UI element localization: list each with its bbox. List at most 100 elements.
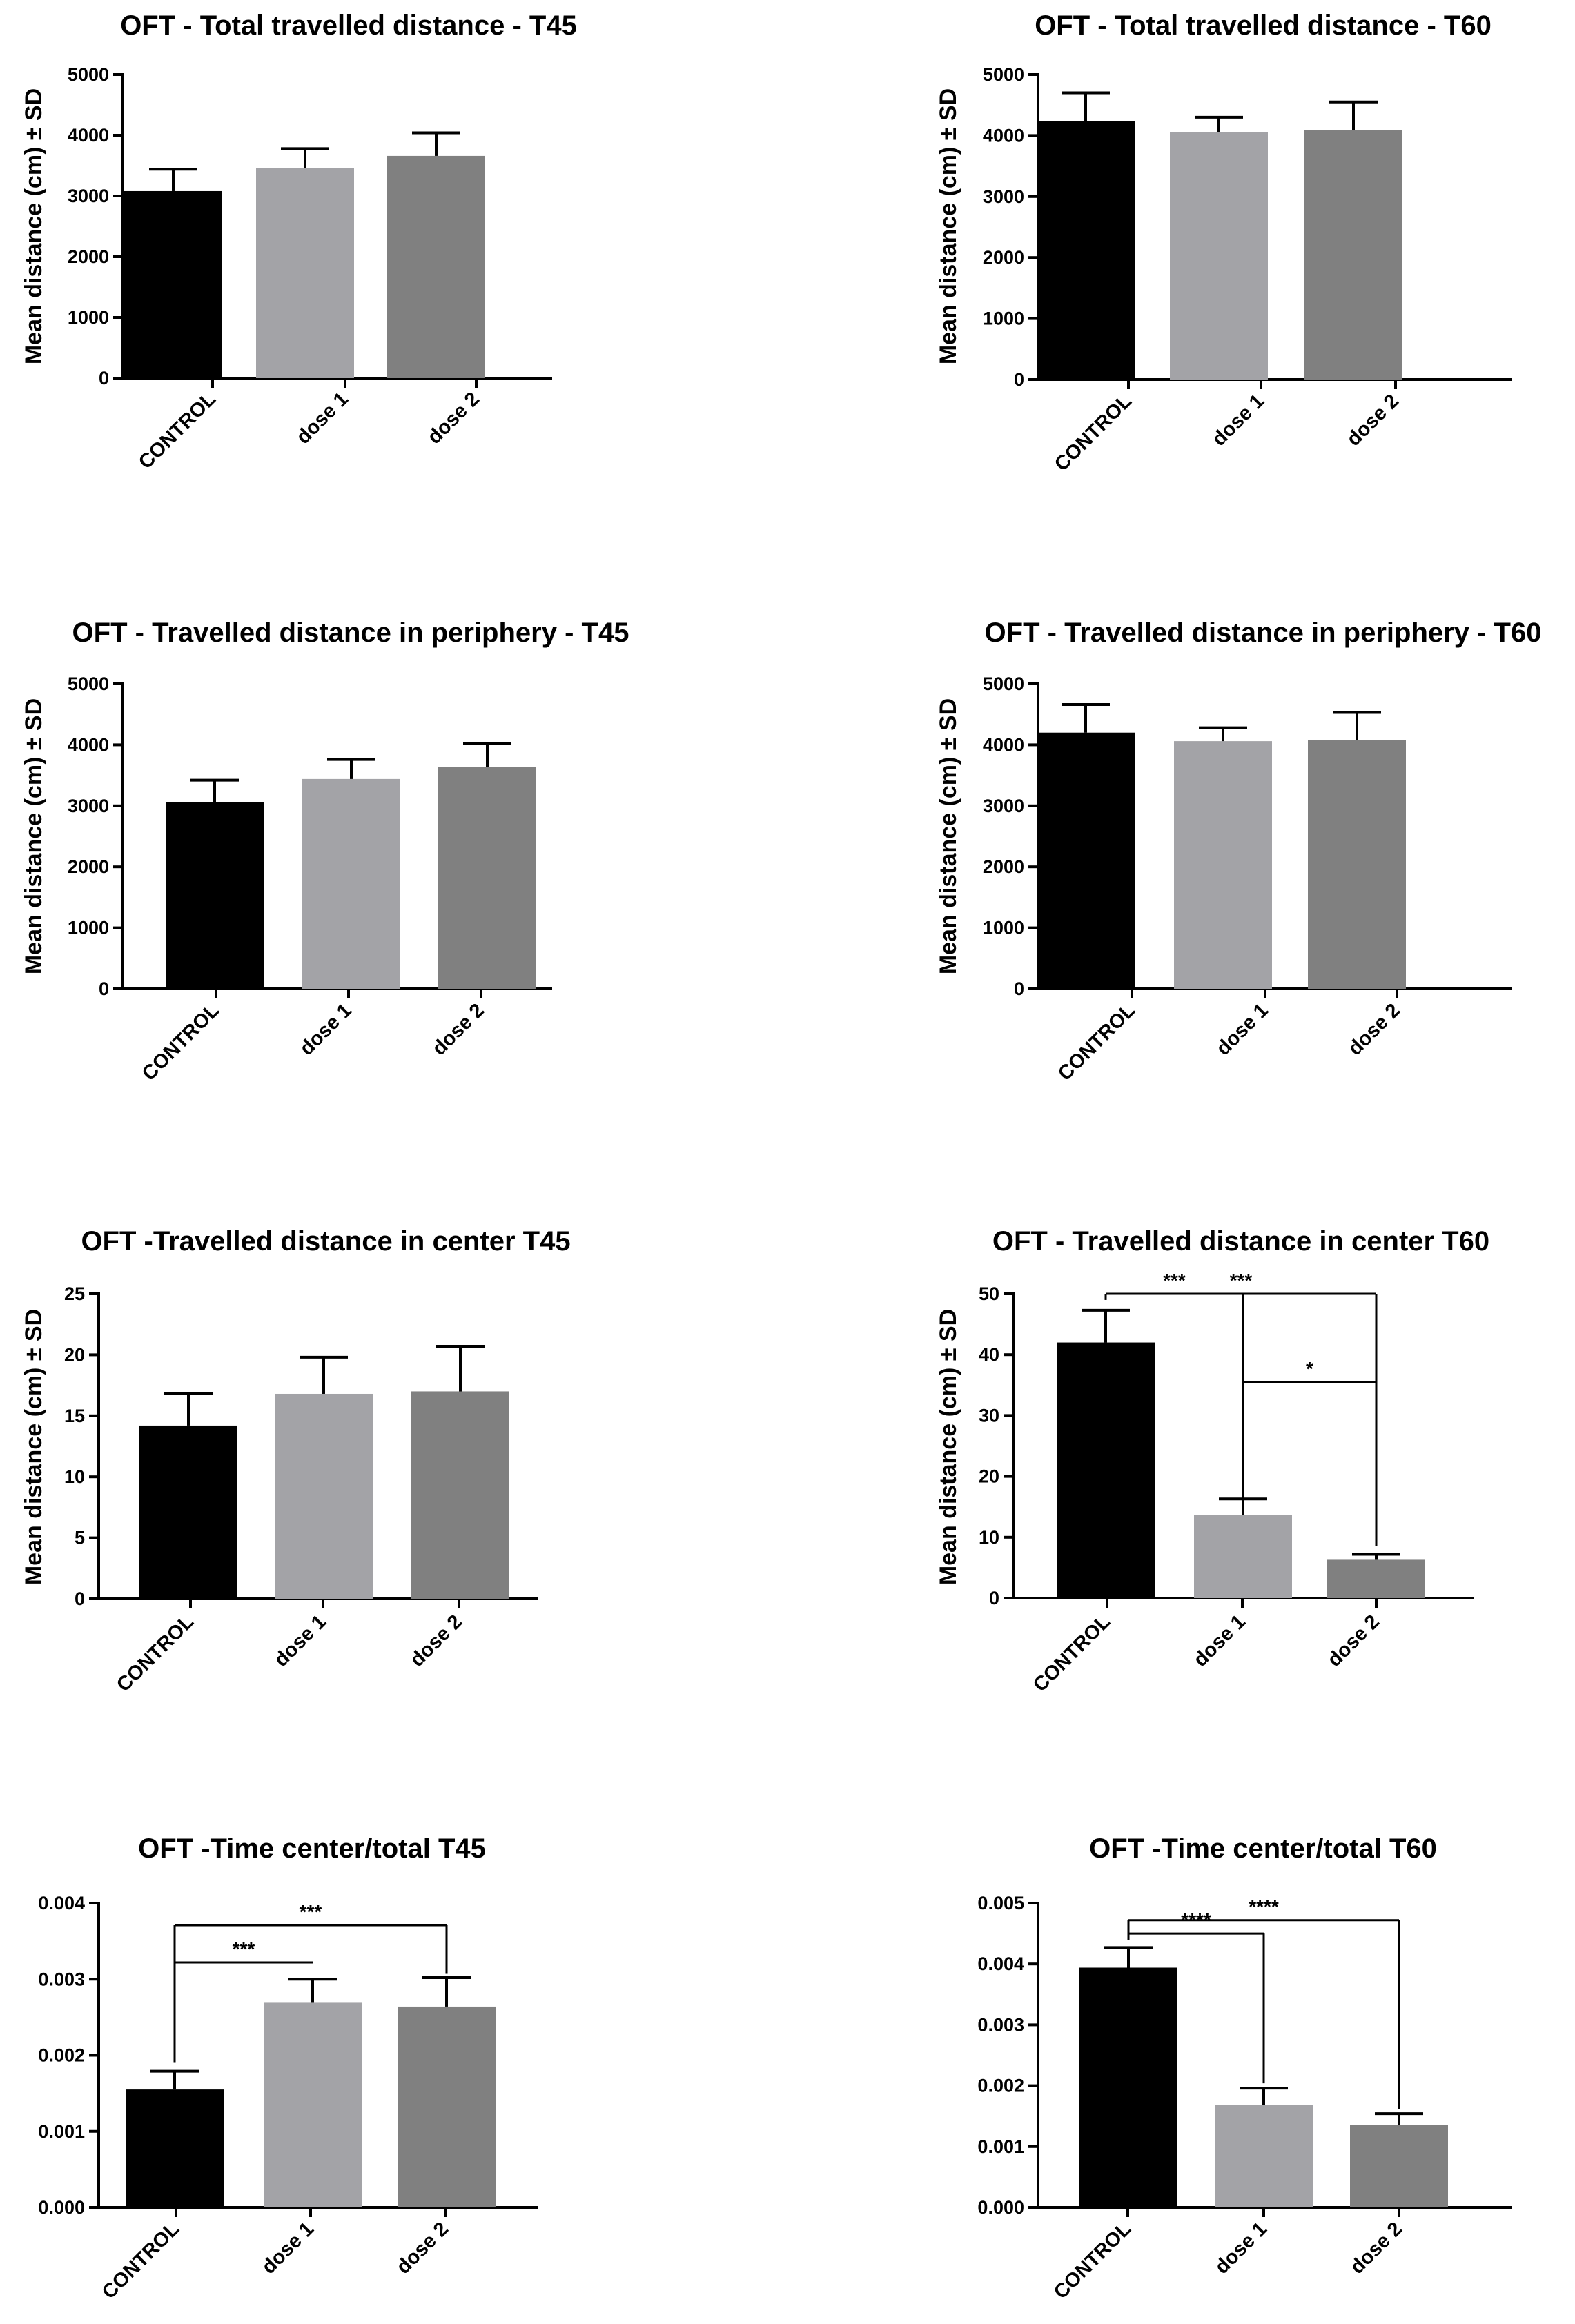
bar-control [126, 2089, 224, 2207]
y-tick-label: 0.003 [977, 2014, 1024, 2035]
y-tick-label: 2000 [983, 856, 1024, 877]
y-tick-label: 1000 [68, 307, 109, 328]
chart-title: OFT - Total travelled distance - T45 [120, 10, 577, 41]
significance-bracket: **** [1127, 1909, 1265, 2084]
y-tick-label: 0.001 [38, 2121, 85, 2142]
chart-title: OFT - Travelled distance in periphery - … [985, 618, 1542, 648]
chart-title: OFT - Travelled distance in center T60 [992, 1226, 1489, 1257]
bar-dose-2 [1304, 130, 1402, 380]
y-tick-label: 40 [979, 1344, 999, 1365]
y-tick-label: 0 [989, 1588, 999, 1608]
y-tick-label: 0.002 [977, 2076, 1024, 2096]
bar-dose-2 [1308, 740, 1406, 989]
y-tick-label: 25 [64, 1283, 85, 1304]
y-tick-label: 5000 [68, 64, 109, 85]
significance-label: *** [1230, 1270, 1253, 1291]
y-tick-label: 20 [979, 1466, 999, 1487]
y-tick-label: 1000 [983, 918, 1024, 938]
y-tick-label: 0 [75, 1588, 85, 1609]
bar-dose-1 [275, 1393, 373, 1599]
bar-control [139, 1425, 237, 1599]
bar-control [124, 190, 222, 378]
y-tick-label: 3000 [68, 186, 109, 206]
y-tick-label: 0.001 [977, 2136, 1024, 2157]
y-tick-label: 0.000 [977, 2197, 1024, 2218]
y-axis-label: Mean distance (cm) ± SD [935, 1309, 961, 1585]
chart-panel-c: OFT - Travelled distance in periphery - … [21, 618, 629, 1085]
y-tick-label: 2000 [68, 246, 109, 267]
significance-label: *** [233, 1938, 255, 1960]
bar-dose-2 [411, 1391, 509, 1599]
y-tick-label: 10 [64, 1466, 85, 1487]
chart-panel-b: OFT - Total travelled distance - T60 Mean… [935, 10, 1512, 475]
y-axis-label: Mean distance (cm) ± SD [21, 88, 47, 364]
y-tick-label: 1000 [68, 918, 109, 938]
bar-dose-1 [256, 168, 354, 378]
significance-label: **** [1181, 1909, 1211, 1931]
y-tick-label: 0 [99, 978, 109, 999]
y-tick-label: 3000 [983, 796, 1024, 816]
y-tick-label: 1000 [983, 308, 1024, 329]
y-tick-label: 5 [75, 1528, 85, 1548]
bar-dose-2 [1350, 2125, 1448, 2207]
y-tick-label: 0.000 [38, 2197, 85, 2218]
y-tick-label: 2000 [983, 247, 1024, 268]
y-axis-label: Mean distance (cm) ± SD [935, 698, 961, 974]
significance-bracket: *** [175, 1938, 313, 1964]
bar-dose-2 [438, 767, 536, 989]
chart-title: OFT -Time center/total T45 [138, 1833, 486, 1864]
y-tick-label: 0.003 [38, 1969, 85, 1989]
significance-label: *** [1163, 1270, 1186, 1291]
bar-dose-2 [1327, 1559, 1425, 1598]
chart-title: OFT -Travelled distance in center T45 [81, 1226, 570, 1257]
bar-dose-1 [1174, 741, 1272, 989]
y-tick-label: 15 [64, 1406, 85, 1426]
y-tick-label: 0.004 [977, 1953, 1024, 1974]
bar-control [166, 802, 264, 989]
significance-label: *** [300, 1901, 322, 1922]
y-tick-label: 0.005 [977, 1893, 1024, 1913]
bar-dose-1 [302, 778, 400, 989]
significance-label: * [1306, 1358, 1313, 1379]
y-axis-label: Mean distance (cm) ± SD [935, 88, 961, 364]
y-tick-label: 0.002 [38, 2045, 85, 2066]
y-tick-label: 4000 [68, 125, 109, 146]
y-tick-label: 2000 [68, 856, 109, 877]
y-tick-label: 50 [979, 1283, 999, 1304]
bar-dose-1 [264, 2002, 362, 2207]
bar-dose-2 [398, 2006, 496, 2207]
y-tick-label: 0 [1014, 978, 1024, 999]
bar-dose-1 [1194, 1515, 1292, 1598]
y-tick-label: 30 [979, 1405, 999, 1426]
y-tick-label: 5000 [983, 673, 1024, 694]
chart-title: OFT -Time center/total T60 [1089, 1833, 1437, 1864]
y-tick-label: 0 [99, 368, 109, 388]
y-tick-label: 3000 [68, 796, 109, 816]
significance-bracket: *** [173, 1901, 448, 2063]
y-tick-label: 10 [979, 1527, 999, 1548]
bar-control [1057, 1342, 1155, 1598]
significance-label: **** [1249, 1896, 1279, 1918]
bar-control [1037, 121, 1135, 380]
y-tick-label: 5000 [68, 673, 109, 694]
y-tick-label: 0 [1014, 369, 1024, 390]
y-tick-label: 5000 [983, 64, 1024, 85]
chart-title: OFT - Travelled distance in periphery - … [72, 618, 629, 648]
significance-bracket: **** [1127, 1896, 1400, 2109]
bar-control [1079, 1967, 1177, 2207]
y-tick-label: 4000 [983, 125, 1024, 146]
bar-control [1037, 732, 1135, 989]
bar-dose-2 [387, 155, 485, 379]
y-tick-label: 4000 [983, 734, 1024, 755]
bar-dose-1 [1215, 2105, 1313, 2207]
y-tick-label: 3000 [983, 186, 1024, 207]
y-axis-label: Mean distance (cm) ± SD [21, 698, 47, 974]
y-tick-label: 0.004 [38, 1893, 85, 1913]
significance-bracket: * [1242, 1358, 1378, 1498]
y-tick-label: 4000 [68, 734, 109, 755]
y-axis-label: Mean distance (cm) ± SD [21, 1309, 47, 1585]
chart-title: OFT - Total travelled distance - T60 [1035, 10, 1491, 41]
y-tick-label: 20 [64, 1344, 85, 1365]
